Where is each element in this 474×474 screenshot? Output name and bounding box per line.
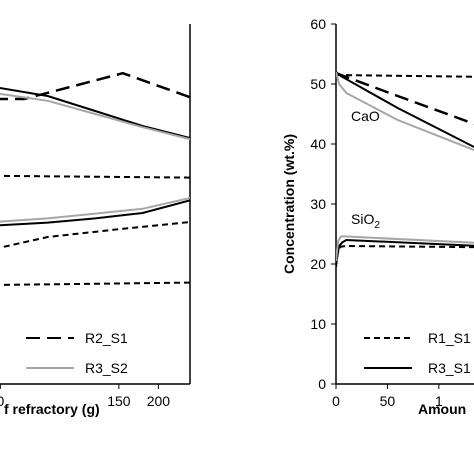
annotation-label: SiO2 — [351, 211, 380, 231]
y-tick-label: 20 — [310, 256, 326, 272]
x-tick-label: 50 — [380, 393, 396, 409]
legend-label: R2_S1 — [85, 330, 128, 346]
series-line-1 — [0, 86, 190, 139]
series-line-3 — [336, 71, 474, 152]
left-chart: 0 150 200 f refractory (g) R2_S1 R3_S2 — [0, 24, 191, 417]
series-line-3 — [0, 174, 190, 179]
y-tick-label: 40 — [310, 136, 326, 152]
x-tick-label: 150 — [107, 393, 131, 409]
series-line-6 — [336, 235, 474, 262]
series-line-7 — [0, 281, 190, 286]
x-axis-label: Amoun — [418, 401, 466, 417]
series-line-0 — [0, 71, 190, 101]
y-tick-label: 10 — [310, 316, 326, 332]
series-line-4 — [336, 244, 474, 268]
series-line-2 — [336, 71, 474, 149]
x-tick-label: 200 — [147, 393, 171, 409]
series-group — [336, 71, 474, 268]
series-line-4 — [0, 197, 190, 223]
series-line-1 — [336, 72, 474, 126]
x-tick-label: 0 — [332, 393, 340, 409]
y-tick-label: 0 — [318, 376, 326, 392]
x-axis-label: f refractory (g) — [4, 401, 100, 417]
series-group — [0, 71, 190, 286]
x-tick-label: 0 — [0, 393, 4, 409]
y-tick-label: 30 — [310, 196, 326, 212]
legend-label: R3_S1 — [428, 360, 471, 376]
y-tick-label: 50 — [310, 76, 326, 92]
legend-label: R1_S1 — [428, 330, 471, 346]
y-axis-label: Concentration (wt.%) — [281, 134, 297, 274]
series-line-2 — [0, 92, 190, 141]
series-line-5 — [0, 199, 190, 227]
series-line-6 — [0, 221, 190, 249]
series-line-5 — [336, 238, 474, 265]
y-tick-label: 60 — [310, 16, 326, 32]
series-line-0 — [336, 74, 474, 78]
annotation-subscript: 2 — [374, 220, 380, 231]
annotation-label: CaO — [351, 108, 380, 124]
x-tick-label: 1 — [435, 393, 443, 409]
legend-label: R3_S2 — [85, 360, 128, 376]
